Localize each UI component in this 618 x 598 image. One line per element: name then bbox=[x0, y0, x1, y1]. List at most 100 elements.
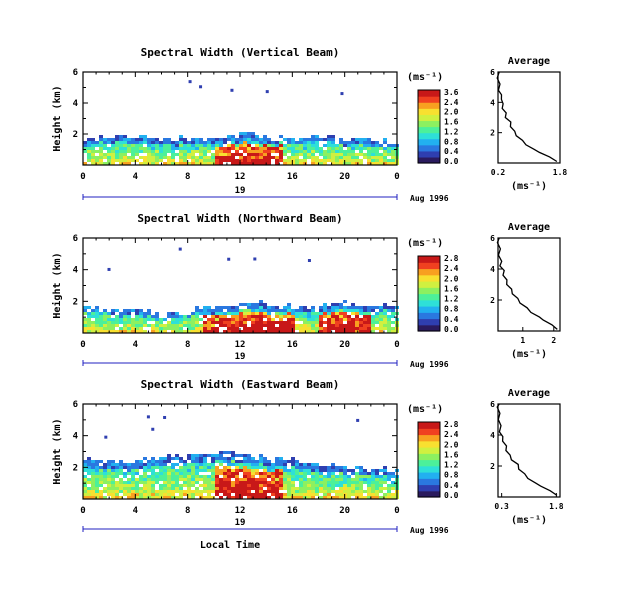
heatmap-cell bbox=[163, 141, 167, 144]
heatmap-cell bbox=[275, 144, 279, 147]
heatmap-cell bbox=[187, 153, 191, 156]
heatmap-cell bbox=[303, 141, 307, 144]
colorbar-tick-label: 1.6 bbox=[444, 284, 459, 293]
heatmap-cell bbox=[119, 330, 123, 333]
heatmap-cell bbox=[311, 327, 315, 330]
heatmap-cell bbox=[355, 309, 359, 312]
heatmap-cell bbox=[163, 481, 167, 484]
heatmap-cell bbox=[287, 490, 291, 493]
heatmap-cell bbox=[291, 309, 295, 312]
heatmap-cell bbox=[163, 327, 167, 330]
heatmap-cell bbox=[363, 306, 367, 309]
heatmap-cell bbox=[187, 324, 191, 327]
colorbar-segment bbox=[418, 128, 440, 131]
heatmap-cell bbox=[335, 159, 339, 162]
heatmap-cell bbox=[191, 144, 195, 147]
heatmap-cell bbox=[291, 487, 295, 490]
heatmap-cell bbox=[203, 481, 207, 484]
colorbar-segment bbox=[418, 269, 440, 272]
colorbar-tick-label: 0.8 bbox=[444, 471, 459, 480]
heatmap-cell bbox=[235, 475, 239, 478]
heatmap-cell bbox=[135, 478, 139, 481]
heatmap-cell bbox=[235, 487, 239, 490]
heatmap-cell bbox=[163, 415, 167, 419]
heatmap-cell bbox=[287, 481, 291, 484]
heatmap-cell bbox=[367, 487, 371, 490]
heatmap-cell bbox=[227, 144, 231, 147]
heatmap-cell bbox=[167, 315, 171, 318]
heatmap-cell bbox=[235, 147, 239, 150]
heatmap-cell bbox=[307, 484, 311, 487]
heatmap-cell bbox=[111, 490, 115, 493]
heatmap-cell bbox=[131, 493, 135, 496]
heatmap-cell bbox=[295, 327, 299, 330]
heatmap-cell bbox=[195, 460, 199, 463]
heatmap-cell bbox=[279, 481, 283, 484]
heatmap-cell bbox=[83, 469, 87, 472]
heatmap-cell bbox=[363, 312, 367, 315]
heatmap-cell bbox=[111, 156, 115, 159]
heatmap-cell bbox=[383, 141, 387, 144]
heatmap-cell bbox=[123, 147, 127, 150]
heatmap-cell bbox=[307, 309, 311, 312]
heatmap-cell bbox=[375, 147, 379, 150]
heatmap-cell bbox=[223, 487, 227, 490]
heatmap-cell bbox=[139, 162, 143, 165]
heatmap-cell bbox=[87, 327, 91, 330]
heatmap-cell bbox=[87, 153, 91, 156]
heatmap-cell bbox=[171, 312, 175, 315]
heatmap-cell bbox=[315, 138, 319, 141]
heatmap-cell bbox=[151, 487, 155, 490]
heatmap-cell bbox=[347, 156, 351, 159]
heatmap-cell bbox=[351, 493, 355, 496]
colorbar-segment bbox=[418, 257, 440, 260]
heatmap-cell bbox=[179, 330, 183, 333]
colorbar-segment bbox=[418, 317, 440, 320]
heatmap-cell bbox=[335, 481, 339, 484]
heatmap-cell bbox=[379, 487, 383, 490]
heatmap-cell bbox=[307, 472, 311, 475]
heatmap-cell bbox=[171, 487, 175, 490]
heatmap-cell bbox=[315, 493, 319, 496]
heatmap-cell bbox=[155, 472, 159, 475]
heatmap-cell bbox=[131, 324, 135, 327]
heatmap-cell bbox=[267, 466, 271, 469]
heatmap-cell bbox=[363, 315, 367, 318]
heatmap-cell bbox=[279, 135, 283, 138]
colorbar-segment bbox=[418, 326, 440, 328]
heatmap-cell bbox=[159, 490, 163, 493]
heatmap-cell bbox=[191, 162, 195, 165]
heatmap-cell bbox=[115, 321, 119, 324]
heatmap-cell bbox=[359, 162, 363, 165]
heatmap-cell bbox=[335, 496, 339, 499]
x-tick-label: 20 bbox=[339, 172, 350, 182]
heatmap-cell bbox=[367, 327, 371, 330]
heatmap-cell bbox=[175, 147, 179, 150]
heatmap-cell bbox=[267, 330, 271, 333]
heatmap-cell bbox=[195, 141, 199, 144]
heatmap-cell bbox=[123, 153, 127, 156]
heatmap-cell bbox=[147, 159, 151, 162]
colorbar-segment bbox=[418, 130, 440, 132]
heatmap-cell bbox=[187, 475, 191, 478]
heatmap-cell bbox=[283, 309, 287, 312]
heatmap-cell bbox=[271, 481, 275, 484]
heatmap-cell bbox=[355, 306, 359, 309]
heatmap-cell bbox=[235, 312, 239, 315]
heatmap-cell bbox=[379, 484, 383, 487]
heatmap-cell bbox=[351, 303, 355, 306]
heatmap-cell bbox=[183, 156, 187, 159]
heatmap-cell bbox=[143, 472, 147, 475]
heatmap-cell bbox=[83, 481, 87, 484]
heatmap-cell bbox=[103, 141, 107, 144]
heatmap-cell bbox=[375, 475, 379, 478]
heatmap-cell bbox=[235, 318, 239, 321]
heatmap-cell bbox=[343, 481, 347, 484]
heatmap-cell bbox=[315, 162, 319, 165]
heatmap-cell bbox=[255, 309, 259, 312]
heatmap-cell bbox=[127, 147, 131, 150]
heatmap-cell bbox=[203, 324, 207, 327]
heatmap-cell bbox=[155, 496, 159, 499]
heatmap-cell bbox=[103, 315, 107, 318]
heatmap-cell bbox=[107, 153, 111, 156]
